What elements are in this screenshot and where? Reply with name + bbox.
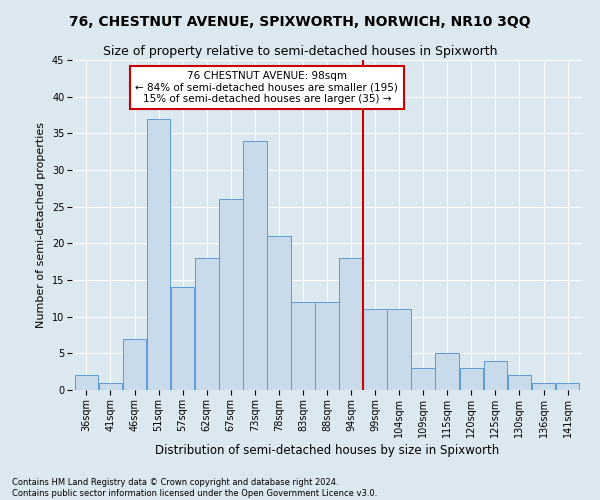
Bar	[388, 310, 411, 390]
Bar	[412, 368, 435, 390]
Bar	[484, 360, 507, 390]
Bar	[315, 302, 339, 390]
Bar	[195, 258, 218, 390]
Text: Contains HM Land Registry data © Crown copyright and database right 2024.
Contai: Contains HM Land Registry data © Crown c…	[12, 478, 377, 498]
Text: Size of property relative to semi-detached houses in Spixworth: Size of property relative to semi-detach…	[103, 45, 497, 58]
Bar	[532, 382, 555, 390]
Bar	[147, 118, 170, 390]
Bar	[219, 200, 242, 390]
Bar	[99, 382, 122, 390]
Bar	[171, 288, 194, 390]
X-axis label: Distribution of semi-detached houses by size in Spixworth: Distribution of semi-detached houses by …	[155, 444, 499, 457]
Text: 76, CHESTNUT AVENUE, SPIXWORTH, NORWICH, NR10 3QQ: 76, CHESTNUT AVENUE, SPIXWORTH, NORWICH,…	[69, 15, 531, 29]
Bar	[460, 368, 483, 390]
Bar	[123, 338, 146, 390]
Bar	[364, 310, 387, 390]
Bar	[436, 354, 459, 390]
Bar	[508, 376, 531, 390]
Text: 76 CHESTNUT AVENUE: 98sqm
← 84% of semi-detached houses are smaller (195)
15% of: 76 CHESTNUT AVENUE: 98sqm ← 84% of semi-…	[136, 71, 398, 104]
Bar	[267, 236, 290, 390]
Bar	[556, 382, 580, 390]
Bar	[74, 376, 98, 390]
Y-axis label: Number of semi-detached properties: Number of semi-detached properties	[37, 122, 46, 328]
Bar	[291, 302, 315, 390]
Bar	[243, 140, 266, 390]
Bar	[339, 258, 363, 390]
